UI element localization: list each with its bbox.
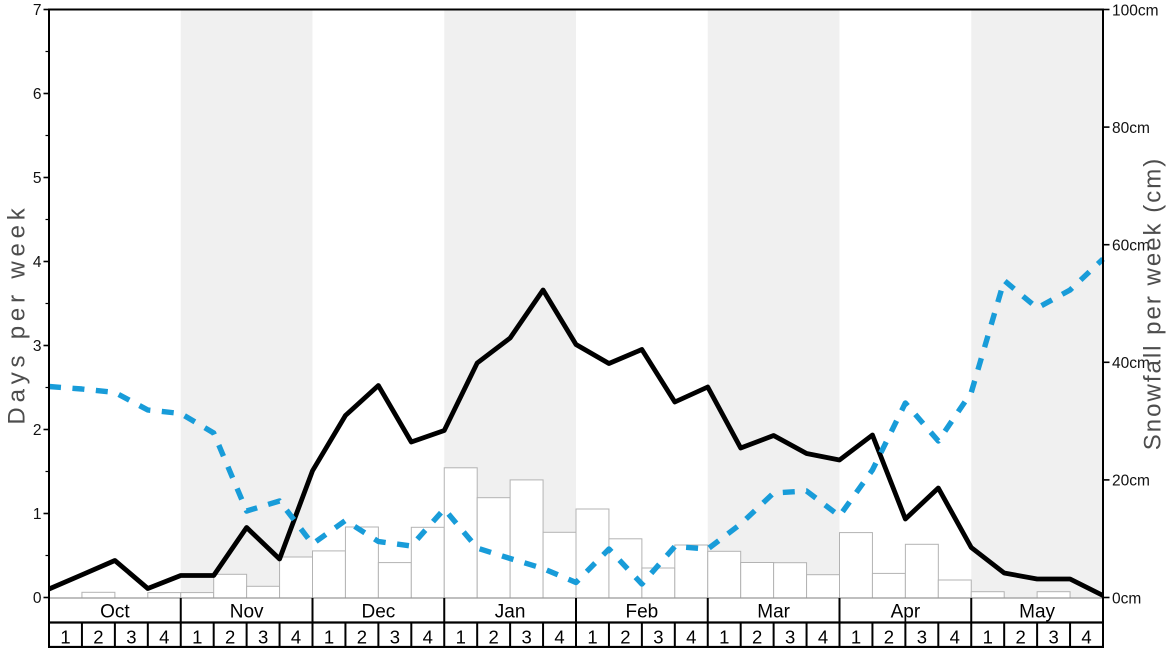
svg-text:3: 3 bbox=[258, 627, 268, 648]
svg-text:1: 1 bbox=[587, 627, 597, 648]
svg-text:1: 1 bbox=[192, 627, 202, 648]
svg-text:2: 2 bbox=[620, 627, 630, 648]
svg-text:2: 2 bbox=[752, 627, 762, 648]
svg-text:7: 7 bbox=[33, 2, 42, 19]
svg-text:2: 2 bbox=[489, 627, 499, 648]
svg-text:Jan: Jan bbox=[495, 601, 526, 622]
svg-text:2: 2 bbox=[225, 627, 235, 648]
svg-text:3: 3 bbox=[390, 627, 400, 648]
svg-text:4: 4 bbox=[1081, 627, 1091, 648]
svg-text:0cm: 0cm bbox=[1112, 590, 1141, 607]
svg-text:3: 3 bbox=[785, 627, 795, 648]
svg-text:4: 4 bbox=[950, 627, 960, 648]
svg-text:3: 3 bbox=[126, 627, 136, 648]
svg-text:1: 1 bbox=[324, 627, 334, 648]
svg-text:Oct: Oct bbox=[100, 601, 130, 622]
svg-text:4: 4 bbox=[554, 627, 564, 648]
svg-text:1: 1 bbox=[456, 627, 466, 648]
svg-text:2: 2 bbox=[884, 627, 894, 648]
svg-text:3: 3 bbox=[521, 627, 531, 648]
svg-text:100cm: 100cm bbox=[1112, 2, 1159, 19]
svg-text:4: 4 bbox=[159, 627, 169, 648]
svg-text:May: May bbox=[1019, 601, 1055, 622]
svg-text:Apr: Apr bbox=[891, 601, 921, 622]
svg-text:1: 1 bbox=[983, 627, 993, 648]
svg-text:1: 1 bbox=[60, 627, 70, 648]
svg-text:2: 2 bbox=[93, 627, 103, 648]
svg-text:Snowfall per week (cm): Snowfall per week (cm) bbox=[1140, 157, 1167, 450]
svg-text:2: 2 bbox=[357, 627, 367, 648]
svg-text:3: 3 bbox=[653, 627, 663, 648]
svg-text:0: 0 bbox=[33, 590, 42, 607]
svg-text:Days per week: Days per week bbox=[4, 203, 31, 424]
svg-text:3: 3 bbox=[33, 338, 42, 355]
svg-text:5: 5 bbox=[33, 170, 42, 187]
svg-text:6: 6 bbox=[33, 86, 42, 103]
svg-text:4: 4 bbox=[818, 627, 828, 648]
svg-text:1: 1 bbox=[719, 627, 729, 648]
svg-text:Feb: Feb bbox=[626, 601, 659, 622]
svg-text:60cm: 60cm bbox=[1112, 238, 1150, 255]
svg-text:3: 3 bbox=[1048, 627, 1058, 648]
svg-text:1: 1 bbox=[851, 627, 861, 648]
svg-text:4: 4 bbox=[33, 254, 42, 271]
svg-text:Dec: Dec bbox=[361, 601, 395, 622]
svg-text:Nov: Nov bbox=[230, 601, 264, 622]
svg-text:40cm: 40cm bbox=[1112, 355, 1150, 372]
svg-text:Mar: Mar bbox=[757, 601, 790, 622]
svg-text:2: 2 bbox=[33, 422, 42, 439]
svg-text:1: 1 bbox=[33, 506, 42, 523]
svg-text:4: 4 bbox=[423, 627, 433, 648]
svg-text:4: 4 bbox=[291, 627, 301, 648]
svg-text:3: 3 bbox=[917, 627, 927, 648]
svg-text:80cm: 80cm bbox=[1112, 120, 1150, 137]
svg-text:2: 2 bbox=[1016, 627, 1026, 648]
svg-text:4: 4 bbox=[686, 627, 696, 648]
svg-text:20cm: 20cm bbox=[1112, 473, 1150, 490]
